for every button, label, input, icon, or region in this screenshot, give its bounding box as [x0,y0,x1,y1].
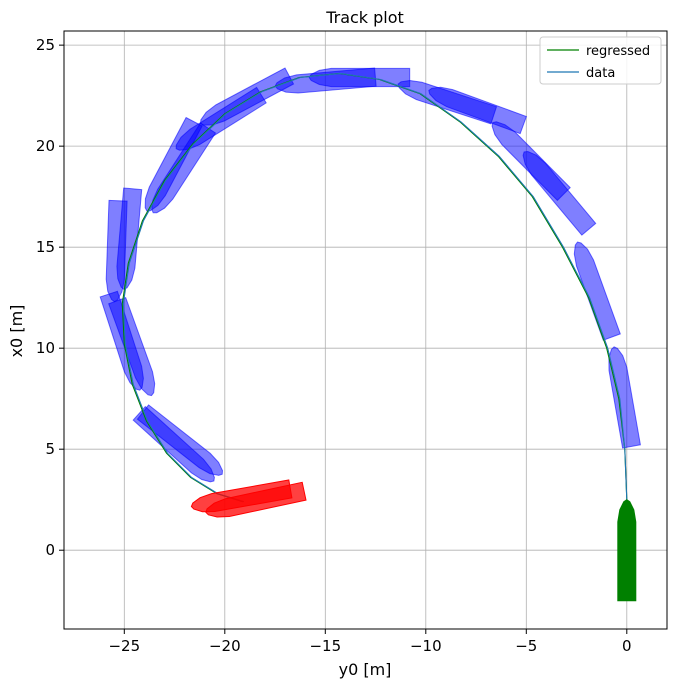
x-tick-label: −20 [209,637,241,655]
grid-lines [64,31,667,629]
y-tick-label: 15 [36,238,55,256]
y-tick-label: 25 [36,36,55,54]
ship-outline-end [190,479,293,513]
ship-outline-track [573,241,621,341]
x-tick-label: −10 [410,637,442,655]
y-tick-label: 20 [36,137,55,155]
y-tick-label: 5 [45,440,55,458]
x-tick-label: −15 [309,637,341,655]
y-axis-label: x0 [m] [7,305,26,358]
x-axis-label: y0 [m] [339,660,392,679]
chart-title: Track plot [325,8,404,27]
ship-outline-track [144,116,203,212]
series-lines [121,72,628,551]
series-line-data [122,72,628,551]
ship-outline-track [397,79,498,125]
x-tick-label: −25 [108,637,140,655]
legend: regressed data [539,36,662,85]
y-tick-label: 10 [36,339,55,357]
ship-track-outlines [99,67,641,483]
ship-start-end-outlines [190,479,637,602]
x-tick-label: 0 [622,637,632,655]
ship-outline-start [617,499,637,602]
ship-outline-track [108,296,156,397]
plot-area-frame [63,30,668,630]
y-tick-label: 0 [45,541,55,559]
axis-ticks: −25 −20 −15 −10 −5 0 0 5 10 15 20 25 [36,36,632,655]
ship-outline-track [136,404,224,476]
legend-label-regressed: regressed [586,44,650,59]
x-tick-label: −5 [515,637,537,655]
legend-label-data: data [586,66,615,81]
ship-outline-track [608,346,641,449]
